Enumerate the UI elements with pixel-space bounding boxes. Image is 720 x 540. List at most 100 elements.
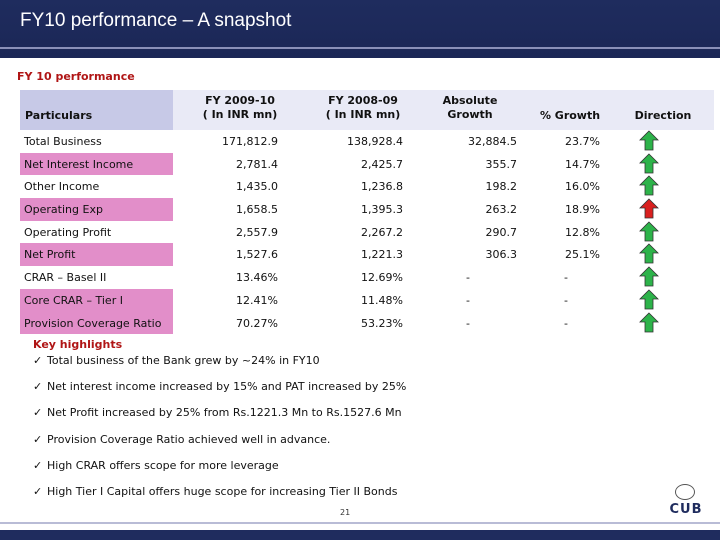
key-highlights: Key highlights ✓ Total business of the Ba… [33,338,406,511]
table-row: Operating Exp 1,658.5 1,395.3 263.2 18.9% [20,198,714,221]
highlight-text: Total business of the Bank grew by ~24% … [47,354,320,367]
cell-pct: 23.7% [565,135,600,148]
checkmark-icon: ✓ [33,458,43,472]
highlight-item: ✓ High CRAR offers scope for more leverag… [33,459,406,485]
cell-fy2009: 11.48% [361,293,403,307]
cell-fy2009: 12.69% [361,271,403,285]
cell-fy2009: 2,425.7 [361,157,403,171]
cell-pct: - [564,316,568,330]
performance-table: Particulars FY 2009-10 ( In INR mn) FY 2… [20,90,714,335]
row-label: Net Interest Income [20,152,173,176]
slide-title: FY10 performance – A snapshot [20,10,292,31]
row-label: Provision Coverage Ratio [20,311,173,335]
cell-fy2009: 53.23% [361,316,403,330]
column-header-particulars: Particulars [20,90,173,130]
up-arrow-red-icon [639,198,659,219]
logo-text: CUB [669,502,703,517]
checkmark-icon: ✓ [33,380,43,394]
table-row: Provision Coverage Ratio 70.27% 53.23% - - [20,311,714,335]
highlight-text: Provision Coverage Ratio achieved well i… [47,432,331,446]
up-arrow-green-icon [639,221,659,242]
highlight-text: Net Profit increased by 25% from Rs.1221… [47,406,402,420]
cell-absolute: 263.2 [485,203,518,217]
cell-fy2009: 1,395.3 [361,203,403,217]
highlight-text: Net interest income increased by 15% and… [47,380,407,394]
cell-pct: - [564,293,568,307]
up-arrow-green-icon [639,266,659,287]
highlight-item: ✓ Net Profit increased by 25% from Rs.122… [33,406,406,432]
cell-absolute: 198.2 [485,180,518,194]
table-row: Core CRAR – Tier I 12.41% 11.48% - - [20,288,714,312]
cell-fy2010: 13.46% [236,271,278,285]
cell-pct: 18.9% [565,203,600,217]
cell-pct: - [564,271,568,285]
row-label: Net Profit [20,243,173,267]
checkmark-icon: ✓ [33,432,43,446]
checkmark-icon: ✓ [33,354,43,367]
cell-fy2010: 2,557.9 [236,225,278,239]
table-row: Total Business 171,812.9 138,928.4 32,884.5… [20,130,714,153]
column-header-direction: Direction [634,109,692,122]
cell-fy2009: 1,236.8 [361,180,403,194]
row-label: Total Business [24,135,102,148]
up-arrow-green-icon [639,289,659,310]
highlight-item: ✓ Net interest income increased by 15% an… [33,380,406,406]
bank-logo: CUB [662,484,710,520]
cell-fy2010: 171,812.9 [222,135,278,148]
up-arrow-green-icon [639,153,659,174]
title-bar: FY10 performance – A snapshot [0,0,720,58]
section-heading: FY 10 performance [17,70,135,83]
cell-absolute: 290.7 [485,225,518,239]
cell-pct: 14.7% [565,157,600,171]
cell-fy2010: 1,435.0 [236,180,278,194]
table-header: Particulars FY 2009-10 ( In INR mn) FY 2… [20,90,714,130]
highlight-item: ✓ Total business of the Bank grew by ~24%… [33,354,406,380]
footer-rule [0,522,720,524]
cell-absolute: - [466,271,470,285]
table-row: Net Profit 1,527.6 1,221.3 306.3 25.1% [20,243,714,267]
cell-fy2010: 2,781.4 [236,157,278,171]
cell-fy2009: 138,928.4 [347,135,403,148]
row-label: CRAR – Basel II [24,271,107,285]
cell-pct: 16.0% [565,180,600,194]
highlight-item: ✓ Provision Coverage Ratio achieved well … [33,433,406,459]
checkmark-icon: ✓ [33,484,43,498]
row-label: Core CRAR – Tier I [20,288,173,312]
cell-pct: 12.8% [565,225,600,239]
highlight-item: ✓ High Tier I Capital offers huge scope f… [33,485,406,511]
cell-absolute: 355.7 [485,157,518,171]
checkmark-icon: ✓ [33,406,43,420]
cell-fy2010: 1,658.5 [236,203,278,217]
row-label: Other Income [24,180,100,194]
row-label: Operating Exp [20,198,173,221]
cell-absolute: 306.3 [485,248,518,262]
page-number: 21 [340,508,351,517]
column-header-fy2010: FY 2009-10 ( In INR mn) [202,94,278,121]
cell-fy2010: 12.41% [236,293,278,307]
up-arrow-green-icon [639,311,659,332]
title-rule [0,47,720,49]
cell-absolute: - [466,293,470,307]
column-header-absolute-growth: Absolute Growth [442,94,498,121]
cell-absolute: 32,884.5 [468,135,517,148]
highlight-text: High CRAR offers scope for more leverage [47,458,279,472]
cell-fy2010: 70.27% [236,316,278,330]
cell-pct: 25.1% [565,248,600,262]
cell-fy2009: 1,221.3 [361,248,403,262]
cell-fy2010: 1,527.6 [236,248,278,262]
footer-bar [0,530,720,540]
highlights-list: ✓ Total business of the Bank grew by ~24%… [33,354,406,511]
table-row: Net Interest Income 2,781.4 2,425.7 355.7 14… [20,152,714,176]
cell-absolute: - [466,316,470,330]
up-arrow-green-icon [639,175,659,196]
highlight-text: High Tier I Capital offers huge scope fo… [47,484,398,498]
column-header-pct-growth: % Growth [539,109,601,122]
row-label: Operating Profit [24,225,112,239]
cell-fy2009: 2,267.2 [361,225,403,239]
emblem-icon [675,484,695,500]
table-row: CRAR – Basel II 13.46% 12.69% - - [20,266,714,289]
table-row: Operating Profit 2,557.9 2,267.2 290.7 12.8% [20,221,714,244]
table-body: Total Business 171,812.9 138,928.4 32,884.5… [20,130,714,335]
up-arrow-green-icon [639,243,659,264]
column-header-fy2009: FY 2008-09 ( In INR mn) [325,94,401,121]
